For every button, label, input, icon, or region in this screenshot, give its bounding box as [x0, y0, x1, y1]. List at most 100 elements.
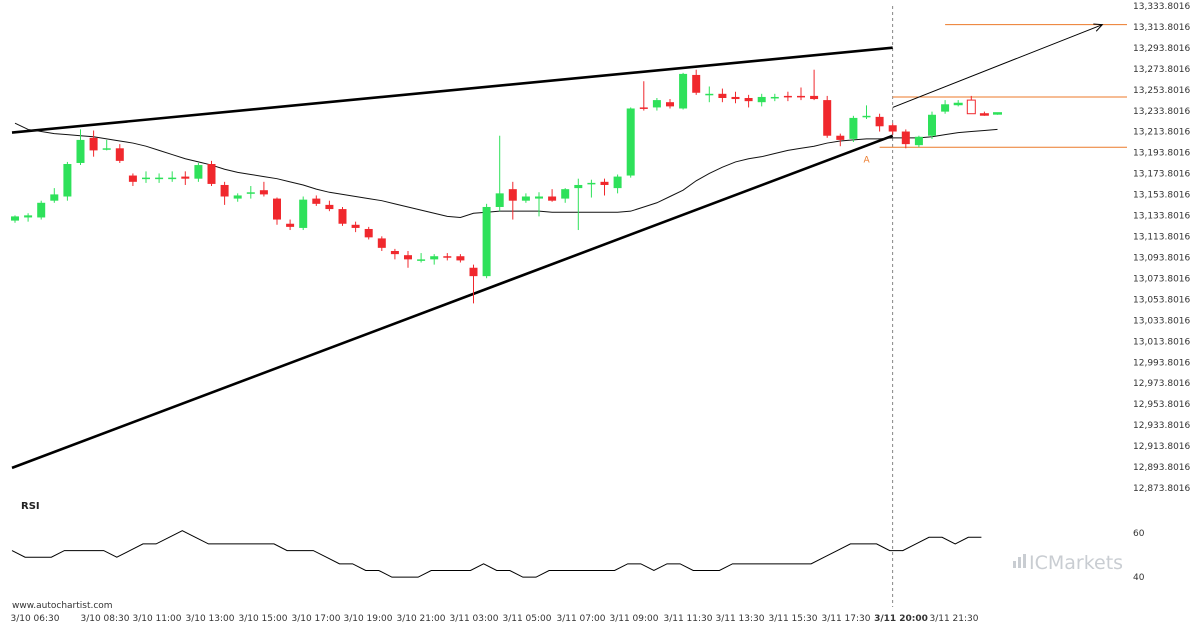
- candle-body: [89, 137, 98, 151]
- candle-body: [142, 177, 150, 180]
- candle: [587, 179, 596, 198]
- candle: [941, 100, 950, 114]
- time-tick-label: 3/10 11:00: [132, 614, 181, 624]
- candle-body: [535, 196, 543, 199]
- candle-body: [888, 125, 897, 132]
- candle: [718, 88, 727, 103]
- time-tick-label: 3/10 21:00: [396, 614, 445, 624]
- pattern-point-label: A: [864, 155, 871, 165]
- candle-body: [901, 131, 910, 145]
- candle: [273, 197, 281, 225]
- candle-body: [417, 259, 426, 261]
- candle-body: [613, 176, 622, 189]
- forecast-arrow-head: [1093, 23, 1104, 32]
- candle-body: [836, 135, 845, 140]
- candle: [679, 72, 688, 110]
- candle-body: [377, 238, 386, 248]
- price-tick-label: 12,953.8016: [1133, 400, 1191, 410]
- candle: [142, 171, 150, 183]
- candle-body: [325, 204, 334, 210]
- candle: [24, 213, 33, 222]
- candle: [600, 178, 609, 196]
- candle: [613, 174, 622, 194]
- time-tick-label: 3/10 13:00: [185, 614, 234, 624]
- candle-body: [24, 215, 33, 218]
- forecast-candle: [953, 100, 963, 107]
- candle-body: [731, 96, 740, 100]
- candle-body: [338, 209, 347, 224]
- candle: [417, 253, 426, 263]
- price-tick-label: 13,053.8016: [1133, 295, 1191, 305]
- candle: [50, 188, 59, 203]
- candle: [744, 94, 753, 108]
- candle-body: [443, 256, 452, 258]
- candle: [443, 253, 452, 261]
- candle-body: [207, 164, 216, 184]
- candle: [692, 69, 701, 95]
- price-tick-label: 13,273.8016: [1133, 65, 1191, 75]
- candle-body: [770, 96, 779, 99]
- candle: [128, 173, 137, 187]
- candle-body: [469, 267, 478, 277]
- price-tick-label: 12,893.8016: [1133, 463, 1191, 473]
- candle-body: [37, 202, 46, 218]
- candle-body: [849, 117, 858, 139]
- candle: [377, 236, 386, 251]
- candle-body: [639, 107, 648, 109]
- candle: [181, 171, 190, 185]
- candle-body: [521, 196, 530, 201]
- price-tick-label: 13,093.8016: [1133, 253, 1191, 263]
- price-tick-label: 13,333.8016: [1133, 2, 1191, 12]
- candle-body: [810, 95, 819, 100]
- candle-body: [299, 199, 308, 228]
- time-tick-label: 3/11 17:30: [821, 614, 870, 624]
- price-tick-label: 13,173.8016: [1133, 170, 1191, 180]
- candle-body: [128, 175, 137, 182]
- candle: [338, 206, 347, 226]
- candle-body: [548, 196, 557, 201]
- price-tick-label: 13,193.8016: [1133, 149, 1191, 159]
- candle: [548, 189, 557, 202]
- candle: [495, 135, 504, 212]
- candle-body: [351, 224, 360, 228]
- candle: [797, 87, 805, 101]
- candle: [11, 215, 19, 223]
- candle: [194, 162, 203, 182]
- candle: [299, 196, 308, 231]
- candle-body: [718, 93, 727, 99]
- candle: [456, 254, 465, 263]
- candle-body: [679, 73, 688, 109]
- candle-body: [233, 195, 242, 199]
- candle: [770, 93, 779, 102]
- candle: [836, 133, 845, 147]
- candle-body: [744, 98, 753, 102]
- candle-body: [115, 148, 124, 161]
- time-tick-label: 3/11 07:00: [556, 614, 605, 624]
- candle: [823, 95, 832, 138]
- candle-body: [797, 95, 805, 98]
- candle-body: [953, 102, 963, 106]
- time-tick-label: 3/10 17:00: [291, 614, 340, 624]
- candle-body: [875, 116, 884, 127]
- rsi-panel: RSI: [11, 501, 982, 578]
- forecast-candle: [979, 111, 989, 116]
- price-panel: A: [11, 6, 1127, 607]
- candle-body: [50, 194, 59, 201]
- price-tick-label: 12,973.8016: [1133, 379, 1191, 389]
- candle: [469, 264, 478, 304]
- candle: [875, 113, 884, 132]
- forecast-arrow: [892, 24, 1103, 108]
- time-tick-label: 3/11 09:00: [609, 614, 658, 624]
- candle: [757, 93, 766, 107]
- candle-body: [181, 176, 190, 179]
- candle: [901, 129, 910, 149]
- candle: [705, 86, 714, 103]
- candle: [666, 99, 674, 109]
- candle-body: [430, 256, 439, 260]
- candle: [115, 144, 124, 163]
- candle: [561, 188, 570, 203]
- candle: [259, 181, 268, 197]
- source-watermark: www.autochartist.com: [12, 601, 113, 611]
- candle-body: [966, 99, 976, 115]
- candle: [233, 193, 242, 202]
